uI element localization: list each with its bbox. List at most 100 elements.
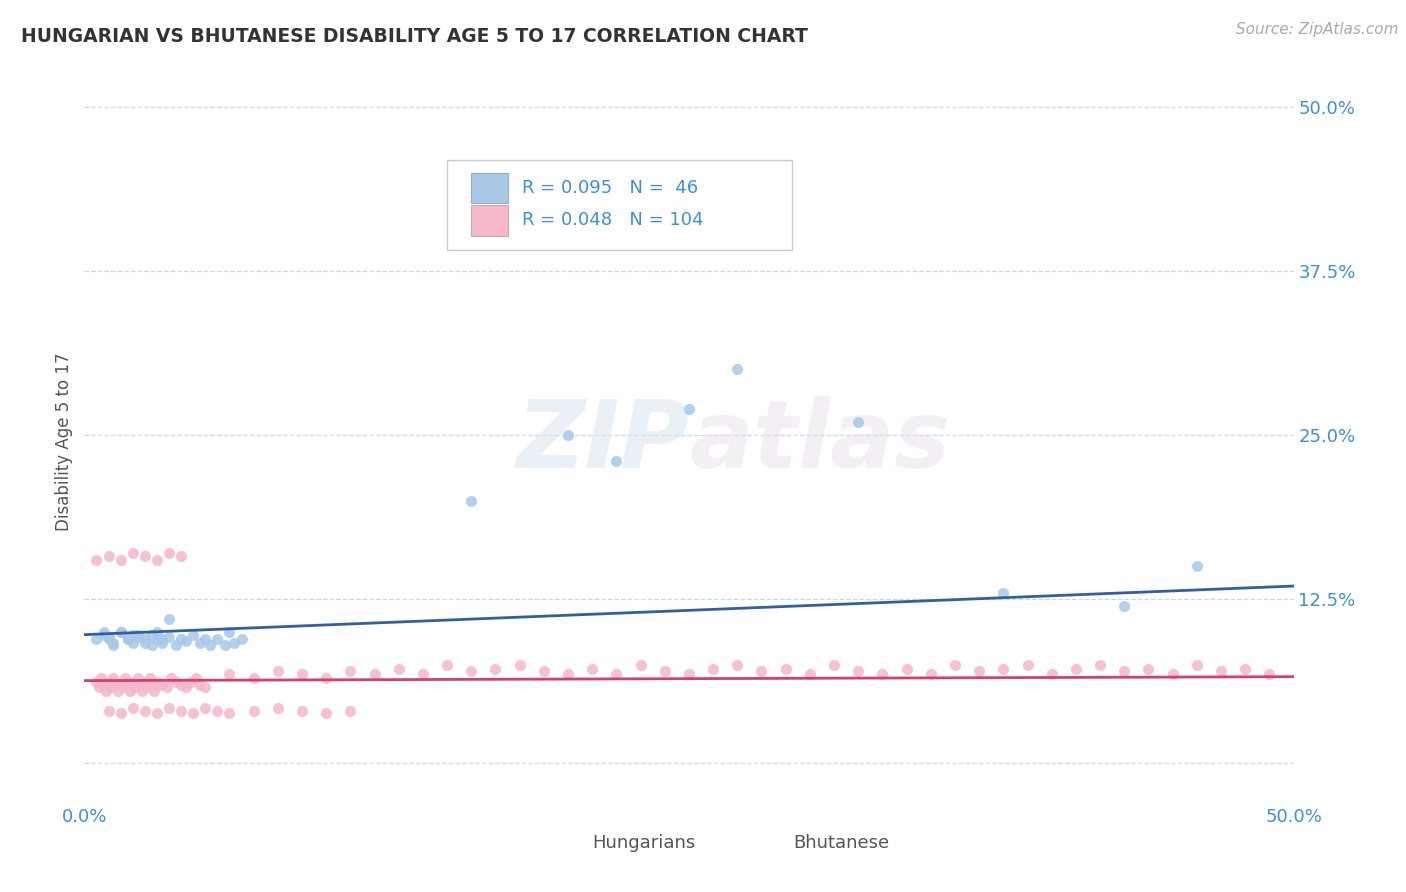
- Point: [131, 684, 153, 698]
- Point: [100, 680, 122, 694]
- Point: [267, 701, 290, 715]
- Point: [184, 671, 207, 685]
- Point: [110, 625, 132, 640]
- Text: ZIP: ZIP: [516, 395, 689, 488]
- Point: [86, 675, 108, 690]
- Point: [1114, 599, 1136, 613]
- Text: Bhutanese: Bhutanese: [793, 833, 889, 852]
- Point: [920, 667, 942, 681]
- Point: [896, 662, 918, 676]
- Point: [103, 638, 125, 652]
- Point: [775, 662, 797, 676]
- Point: [194, 701, 217, 715]
- Point: [1017, 657, 1039, 672]
- Point: [242, 671, 264, 685]
- Text: HUNGARIAN VS BHUTANESE DISABILITY AGE 5 TO 17 CORRELATION CHART: HUNGARIAN VS BHUTANESE DISABILITY AGE 5 …: [21, 27, 808, 45]
- Point: [110, 625, 132, 640]
- Point: [174, 634, 197, 648]
- Point: [157, 630, 180, 644]
- Point: [174, 680, 197, 694]
- Point: [943, 657, 966, 672]
- Point: [134, 632, 156, 646]
- Point: [725, 657, 748, 672]
- Point: [103, 635, 125, 649]
- Point: [181, 627, 204, 641]
- Point: [190, 635, 212, 649]
- Point: [143, 684, 166, 698]
- Point: [214, 638, 236, 652]
- Point: [1137, 662, 1160, 676]
- Point: [114, 671, 136, 685]
- Text: atlas: atlas: [689, 395, 950, 488]
- Point: [605, 667, 627, 681]
- Point: [1088, 657, 1111, 672]
- Point: [194, 632, 217, 646]
- Point: [605, 454, 627, 468]
- Point: [93, 677, 115, 691]
- Point: [146, 625, 169, 640]
- Point: [339, 665, 361, 679]
- Point: [121, 675, 143, 690]
- Point: [291, 704, 314, 718]
- Point: [231, 632, 253, 646]
- Point: [97, 704, 120, 718]
- Point: [93, 625, 115, 640]
- Point: [121, 701, 143, 715]
- Point: [218, 706, 240, 721]
- Point: [242, 704, 264, 718]
- Point: [180, 675, 202, 690]
- Point: [339, 704, 361, 718]
- Point: [103, 671, 125, 685]
- Point: [218, 625, 240, 640]
- Point: [170, 704, 193, 718]
- Point: [160, 671, 183, 685]
- Point: [1114, 665, 1136, 679]
- Point: [630, 657, 652, 672]
- Point: [110, 675, 132, 690]
- Point: [388, 662, 411, 676]
- Point: [117, 632, 139, 646]
- Point: [141, 638, 163, 652]
- Point: [846, 415, 869, 429]
- Y-axis label: Disability Age 5 to 17: Disability Age 5 to 17: [55, 352, 73, 531]
- Point: [165, 675, 187, 690]
- Point: [678, 667, 700, 681]
- Point: [363, 667, 385, 681]
- Point: [557, 428, 579, 442]
- Point: [87, 680, 110, 694]
- Point: [194, 680, 217, 694]
- Point: [218, 667, 240, 681]
- Point: [1234, 662, 1257, 676]
- Point: [224, 635, 246, 649]
- Point: [155, 680, 177, 694]
- Point: [127, 627, 149, 641]
- Point: [702, 662, 724, 676]
- Point: [138, 671, 160, 685]
- Point: [170, 677, 193, 691]
- Point: [181, 706, 204, 721]
- Point: [581, 662, 603, 676]
- Point: [146, 553, 169, 567]
- Point: [751, 665, 773, 679]
- Point: [97, 632, 120, 646]
- Point: [557, 667, 579, 681]
- Point: [678, 401, 700, 416]
- Point: [97, 549, 120, 563]
- FancyBboxPatch shape: [550, 830, 586, 855]
- Point: [136, 680, 159, 694]
- Point: [141, 677, 163, 691]
- Point: [146, 632, 169, 646]
- Point: [165, 638, 187, 652]
- Point: [460, 665, 482, 679]
- Point: [120, 684, 142, 698]
- Point: [412, 667, 434, 681]
- Point: [484, 662, 506, 676]
- Point: [134, 635, 156, 649]
- Point: [170, 549, 193, 563]
- Point: [315, 706, 337, 721]
- Point: [190, 677, 212, 691]
- Point: [799, 667, 821, 681]
- Point: [124, 680, 146, 694]
- Point: [146, 675, 169, 690]
- Point: [872, 667, 894, 681]
